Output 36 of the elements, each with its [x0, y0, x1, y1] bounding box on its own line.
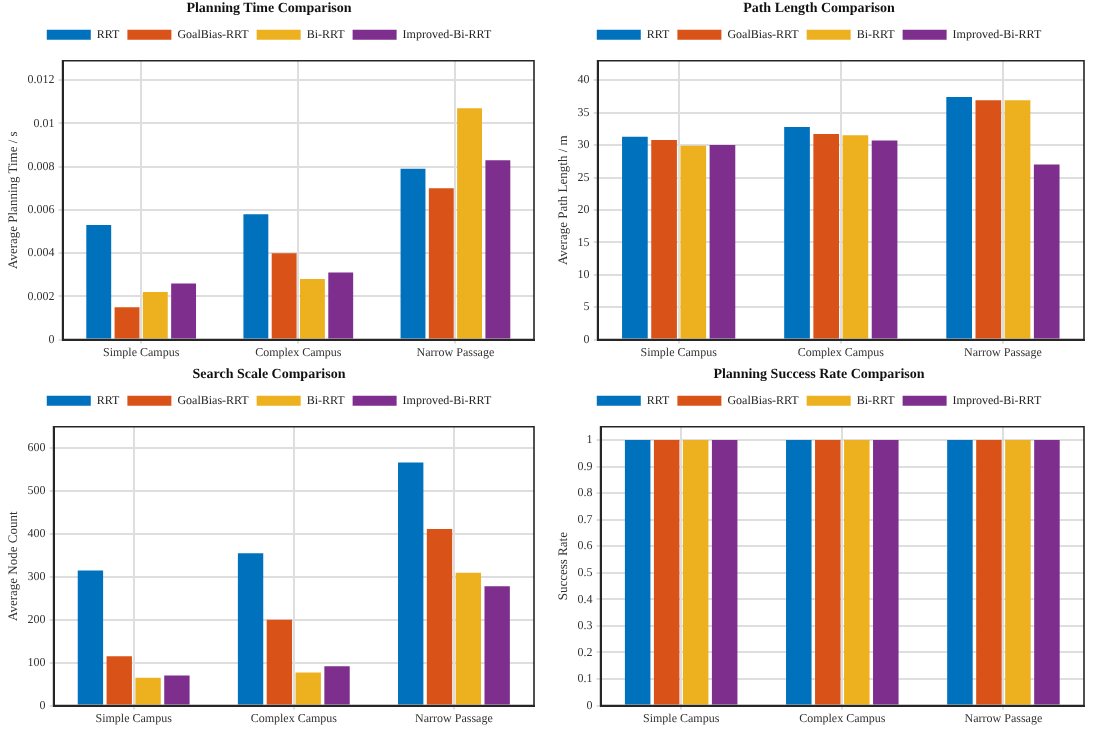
bar — [813, 134, 840, 339]
bar — [106, 656, 132, 705]
bar — [842, 135, 869, 339]
bar — [135, 677, 161, 705]
bar — [295, 672, 321, 705]
bar — [975, 100, 1002, 339]
bar — [300, 279, 325, 339]
bar — [622, 136, 648, 339]
bar — [114, 307, 140, 339]
bar — [651, 139, 677, 339]
bar — [485, 160, 511, 339]
bar — [142, 292, 168, 339]
bar — [484, 586, 510, 705]
bar — [784, 126, 810, 339]
bar — [428, 188, 454, 339]
bar — [77, 570, 104, 705]
bar — [237, 553, 264, 705]
bar — [271, 253, 297, 339]
bar — [324, 666, 350, 705]
bar — [266, 619, 293, 705]
bar — [457, 108, 483, 339]
bar — [398, 462, 424, 705]
bar — [171, 283, 197, 339]
bar — [328, 272, 354, 339]
bar — [871, 140, 898, 339]
bar — [86, 225, 112, 339]
bar — [1033, 164, 1060, 339]
bar — [946, 97, 972, 339]
bar — [164, 675, 190, 705]
bar — [426, 528, 453, 705]
bar — [1004, 100, 1031, 339]
bar — [680, 145, 707, 339]
bar — [243, 214, 269, 339]
bar — [709, 145, 736, 339]
bar — [455, 572, 482, 705]
bar — [400, 168, 426, 339]
